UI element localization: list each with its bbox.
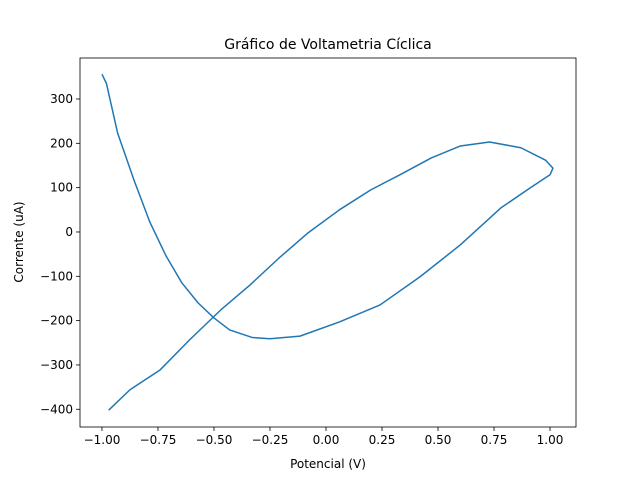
y-tick-label: 200 (50, 136, 73, 150)
x-tick-label: −0.75 (140, 433, 177, 447)
y-tick-label: 100 (50, 181, 73, 195)
x-tick-label: −0.50 (196, 433, 233, 447)
x-tick-label: −1.00 (84, 433, 121, 447)
data-line (101, 73, 554, 411)
x-tick-label: 1.00 (537, 433, 564, 447)
x-tick-label: 0.00 (313, 433, 340, 447)
y-tick-label: −300 (40, 358, 73, 372)
chart-title: Gráfico de Voltametria Cíclica (224, 37, 432, 53)
x-tick-label: −0.25 (252, 433, 289, 447)
y-tick-label: −100 (40, 269, 73, 283)
y-axis-label: Corrente (uA) (12, 201, 26, 282)
x-tick-label: 0.75 (481, 433, 508, 447)
x-axis-label: Potencial (V) (290, 457, 366, 471)
x-tick-label: 0.25 (369, 433, 396, 447)
x-tick-label: 0.50 (425, 433, 452, 447)
y-tick-label: −400 (40, 402, 73, 416)
y-tick-label: 0 (65, 225, 73, 239)
y-tick-label: −200 (40, 314, 73, 328)
y-tick-label: 300 (50, 92, 73, 106)
plot-frame (79, 57, 577, 428)
